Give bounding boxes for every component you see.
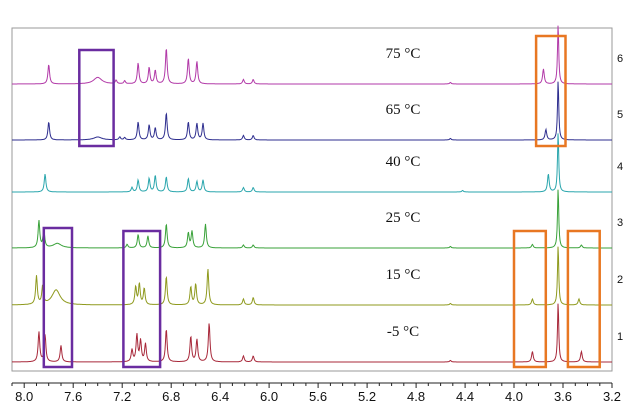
x-tick-label: 7.6 <box>64 389 82 404</box>
temperature-label: 65 °C <box>386 102 421 118</box>
temperature-labels: 75 °C 65 °C 40 °C 25 °C 15 °C -5 °C <box>386 46 421 340</box>
spectrum-line-25 <box>12 189 612 249</box>
temperature-label: 15 °C <box>386 267 421 283</box>
spectrum-line-65 <box>12 81 612 141</box>
x-tick-label: 5.6 <box>309 389 327 404</box>
box-bottom-aliphatic-right <box>566 229 601 369</box>
temperature-label: 25 °C <box>386 210 421 226</box>
plot-frame <box>11 27 613 372</box>
spectrum-line--5 <box>12 303 612 363</box>
spectra-group <box>12 25 612 363</box>
right-edge-label: 4 <box>617 161 623 173</box>
x-tick-label: 8.0 <box>15 389 33 404</box>
box-bottom-aromatic-right <box>122 229 162 369</box>
x-tick-label: 4.8 <box>407 389 425 404</box>
x-axis: 8.0 7.6 7.2 6.8 6.4 6.0 5.6 5.2 4.8 4.4 4.0 3.6 3.2 <box>11 382 621 404</box>
right-edge-label: 1 <box>617 331 623 343</box>
box-bottom-aliphatic-left <box>512 229 548 369</box>
temperature-label: -5 °C <box>387 324 419 340</box>
x-tick-label: 4.0 <box>505 389 523 404</box>
temperature-label: 40 °C <box>386 154 421 170</box>
right-edge-label: 3 <box>617 217 623 229</box>
spectrum-line-40 <box>12 133 612 193</box>
temperature-label: 75 °C <box>386 46 421 62</box>
x-tick-label: 4.4 <box>456 389 474 404</box>
right-edge-label: 2 <box>617 274 623 286</box>
x-tick-label: 5.2 <box>358 389 376 404</box>
box-bottom-aromatic-left <box>42 226 74 369</box>
right-edge-label: 5 <box>617 109 623 121</box>
x-tick-label: 3.2 <box>603 389 621 404</box>
x-tick-label: 6.8 <box>162 389 180 404</box>
x-tick-label: 3.6 <box>554 389 572 404</box>
box-top-aromatic <box>78 48 115 148</box>
right-edge-label: 6 <box>617 53 623 65</box>
x-tick-label: 6.0 <box>260 389 278 404</box>
x-tick-label: 7.2 <box>113 389 131 404</box>
highlight-boxes <box>42 34 601 369</box>
box-top-aliphatic <box>534 34 567 148</box>
spectrum-line-75 <box>12 25 612 85</box>
x-tick-label: 6.4 <box>211 389 229 404</box>
right-edge-labels: 6 5 4 3 2 1 <box>617 53 623 343</box>
spectrum-line-15 <box>12 246 612 306</box>
